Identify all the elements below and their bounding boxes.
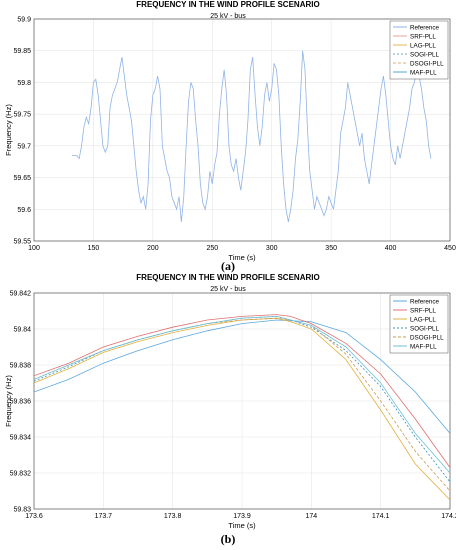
- legend-label: SRF-PLL: [410, 307, 436, 314]
- legend-label: Reference: [410, 24, 440, 31]
- series-line-reference: [72, 50, 432, 223]
- chart-1: FREQUENCY IN THE WIND PROFILE SCENARIO 25…: [4, 273, 456, 530]
- legend-label: DSOGI-PLL: [410, 60, 444, 67]
- x-tick-label: 174: [305, 513, 317, 520]
- x-tick-label: 450: [444, 245, 456, 252]
- legend-label: SRF-PLL: [410, 33, 436, 40]
- x-axis-label: Time (s): [228, 253, 256, 262]
- y-tick-label: 59.84: [13, 327, 31, 334]
- x-axis-label: Time (s): [228, 521, 256, 530]
- x-tick-label: 200: [147, 245, 159, 252]
- x-tick-label: 350: [325, 245, 337, 252]
- y-tick-label: 59.65: [13, 175, 31, 182]
- legend-label: SOGI-PLL: [410, 51, 440, 58]
- x-tick-label: 174.1: [372, 513, 390, 520]
- x-tick-label: 173.7: [95, 513, 113, 520]
- caption-a: (a): [221, 259, 235, 273]
- chart-0: FREQUENCY IN THE WIND PROFILE SCENARIO 25…: [4, 0, 456, 262]
- y-tick-label: 59.8: [17, 80, 31, 87]
- legend-label: DSOGI-PLL: [410, 334, 444, 341]
- legend: Reference SRF-PLL LAG-PLL SOGI-PLL DSOGI-PLL…: [389, 294, 449, 354]
- chart-title: FREQUENCY IN THE WIND PROFILE SCENARIO: [136, 0, 319, 9]
- y-tick-label: 59.832: [10, 471, 32, 478]
- legend-box: [389, 294, 449, 354]
- axes-frame: [33, 18, 451, 242]
- x-tick-label: 400: [385, 245, 397, 252]
- y-tick-label: 59.834: [10, 435, 32, 442]
- y-tick-label: 59.55: [13, 239, 31, 246]
- axes-frame: [33, 292, 451, 510]
- y-tick-label: 59.6: [17, 207, 31, 214]
- legend-label: MAF-PLL: [410, 343, 437, 350]
- x-tick-label: 300: [266, 245, 278, 252]
- chart-subtitle: 25 kV - bus: [210, 13, 246, 20]
- chart-title: FREQUENCY IN THE WIND PROFILE SCENARIO: [136, 273, 319, 282]
- legend-label: SOGI-PLL: [410, 325, 440, 332]
- legend-label: Reference: [410, 298, 440, 305]
- legend-label: MAF-PLL: [410, 69, 437, 76]
- chart-subtitle: 25 kV - bus: [210, 286, 246, 293]
- y-tick-label: 59.9: [17, 17, 31, 24]
- caption-b: (b): [220, 532, 236, 546]
- x-tick-label: 150: [88, 245, 100, 252]
- plot-area: [34, 19, 450, 241]
- x-tick-label: 250: [206, 245, 218, 252]
- y-axis-label: Frequency (Hz): [4, 375, 13, 427]
- y-tick-label: 59.83: [13, 507, 31, 514]
- x-tick-label: 174.2: [441, 513, 456, 520]
- legend-label: LAG-PLL: [410, 316, 436, 323]
- y-tick-label: 59.85: [13, 48, 31, 55]
- y-tick-label: 59.836: [10, 399, 32, 406]
- x-tick-label: 100: [28, 245, 40, 252]
- y-tick-label: 59.838: [10, 363, 32, 370]
- y-tick-label: 59.842: [10, 291, 32, 298]
- x-tick-label: 173.8: [164, 513, 182, 520]
- legend: Reference SRF-PLL LAG-PLL SOGI-PLL DSOGI-PLL…: [389, 20, 449, 80]
- series-line-reference: [34, 319, 450, 434]
- series-line-maf-pll: [34, 315, 450, 474]
- legend-box: [389, 20, 449, 80]
- y-axis-label: Frequency (Hz): [4, 104, 13, 156]
- y-tick-label: 59.75: [13, 112, 31, 119]
- series-line-lag-pll: [34, 317, 450, 501]
- series-line-srf-pll: [34, 314, 450, 468]
- legend-label: LAG-PLL: [410, 42, 436, 49]
- x-tick-label: 173.6: [25, 513, 43, 520]
- y-tick-label: 59.7: [17, 143, 31, 150]
- x-tick-label: 173.9: [233, 513, 251, 520]
